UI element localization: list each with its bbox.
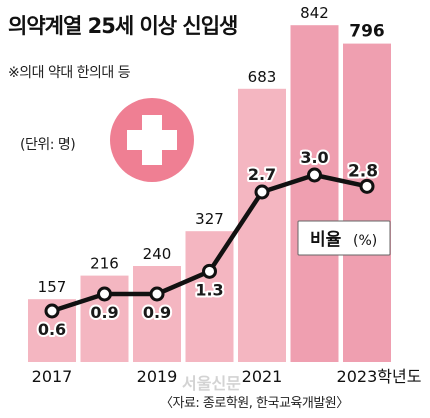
x-tick-label: 2021 [242, 367, 283, 386]
bar-value-label: 683 [248, 68, 277, 86]
ratio-label: 2.8 [348, 161, 378, 181]
ratio-label-halo: 0.9 [143, 303, 171, 322]
bar-value-label: 216 [90, 255, 119, 273]
ratio-label: 1.3 [195, 280, 223, 299]
watermark: 서울신문 [182, 374, 241, 393]
legend-unit: (%) [353, 233, 377, 249]
medical-cross-icon [110, 98, 194, 182]
x-tick-label: 2017 [32, 367, 73, 386]
ratio-label: 3.0 [300, 148, 328, 167]
ratio-point [254, 184, 270, 200]
unit-label: (단위: 명) [20, 137, 76, 153]
bar-2022 [290, 25, 339, 362]
bar-2021 [238, 88, 286, 363]
legend-label: 비율 [310, 230, 342, 250]
x-tick-label: 2023학년도 [337, 367, 422, 386]
ratio-label: 2.7 [248, 165, 276, 184]
ratio-label-halo: 0.6 [38, 320, 66, 339]
ratio-point [307, 167, 322, 183]
ratio-label: 0.9 [143, 303, 171, 322]
ratio-label: 0.9 [90, 303, 118, 322]
ratio-label-halo: 2.7 [248, 165, 276, 184]
source-note: 〈자료: 종로학원, 한국교육개발원〉 [160, 396, 349, 411]
bar-value-label: 796 [349, 22, 385, 42]
ratio-point [97, 286, 112, 302]
bar-2020 [185, 231, 234, 362]
ratio-point [359, 178, 375, 194]
bar-value-label: 157 [38, 278, 67, 296]
bar-value-label: 240 [143, 245, 172, 263]
bar-value-label: 327 [195, 210, 224, 228]
chart-subtitle: ※의대 약대 한의대 등 [8, 65, 131, 81]
ratio-label-halo: 2.8 [348, 161, 378, 181]
chart-title: 의약계열 25세 이상 신입생 [8, 14, 238, 38]
x-tick-label: 2019 [137, 367, 178, 386]
chart-legend: 비율 (%) [297, 220, 391, 256]
ratio-label-halo: 1.3 [195, 280, 223, 299]
ratio-label-halo: 3.0 [300, 148, 328, 167]
bar-2023 [343, 43, 391, 362]
bar-value-label: 842 [300, 4, 329, 22]
ratio-point [44, 303, 60, 319]
ratio-point [149, 286, 165, 302]
ratio-point [202, 263, 217, 279]
ratio-label: 0.6 [38, 320, 66, 339]
ratio-label-halo: 0.9 [90, 303, 118, 322]
bar-2019 [133, 266, 181, 362]
